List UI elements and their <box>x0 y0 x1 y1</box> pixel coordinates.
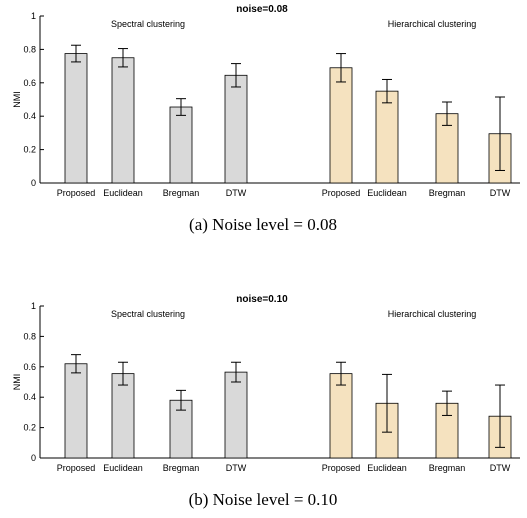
bar <box>329 373 353 459</box>
x-tick-label: Euclidean <box>367 188 407 198</box>
group-label: Spectral clustering <box>111 19 185 29</box>
x-tick-label: DTW <box>490 188 511 198</box>
y-tick-label: 0.2 <box>23 145 36 155</box>
y-axis-label: NMI <box>12 91 22 108</box>
y-tick-label: 1 <box>31 301 36 311</box>
x-tick-label: Bregman <box>429 463 466 473</box>
figure-caption: (a) Noise level = 0.08 <box>189 215 337 234</box>
x-tick-label: DTW <box>490 463 511 473</box>
x-tick-label: Bregman <box>163 188 200 198</box>
x-tick-label: Proposed <box>322 463 361 473</box>
x-tick-label: Euclidean <box>103 188 143 198</box>
bar <box>169 106 193 184</box>
bar <box>224 74 248 184</box>
bar <box>64 363 88 459</box>
x-tick-label: DTW <box>226 463 247 473</box>
x-tick-label: Proposed <box>57 463 96 473</box>
figure-caption: (b) Noise level = 0.10 <box>189 490 338 509</box>
chart-panel-a: noise=0.08 0 0.2 0.4 0.6 0.8 1 NMI Spectral clus… <box>12 4 520 234</box>
y-tick-label: 0.2 <box>23 423 36 433</box>
x-tick-label: DTW <box>226 188 247 198</box>
chart-title: noise=0.10 <box>236 294 288 305</box>
x-tick-label: Bregman <box>163 463 200 473</box>
y-tick-label: 0.8 <box>23 44 36 54</box>
y-tick-label: 0.4 <box>23 392 36 402</box>
y-axis-label: NMI <box>12 374 22 391</box>
x-tick-label: Bregman <box>429 188 466 198</box>
y-tick-label: 0.6 <box>23 362 36 372</box>
y-tick-label: 0.6 <box>23 78 36 88</box>
x-tick-label: Proposed <box>57 188 96 198</box>
x-tick-label: Proposed <box>322 188 361 198</box>
x-tick-label: Euclidean <box>367 463 407 473</box>
y-tick-label: 0 <box>31 453 36 463</box>
bar <box>329 67 353 184</box>
group-label: Spectral clustering <box>111 309 185 319</box>
bar <box>111 57 135 184</box>
bar <box>224 371 248 459</box>
bar <box>64 53 88 184</box>
y-tick-label: 0 <box>31 178 36 188</box>
chart-panel-b: noise=0.10 0 0.2 0.4 0.6 0.8 1 NMI Spectral clus… <box>12 294 520 509</box>
group-label: Hierarchical clustering <box>388 309 477 319</box>
y-tick-label: 0.4 <box>23 111 36 121</box>
bar <box>375 90 399 184</box>
x-tick-label: Euclidean <box>103 463 143 473</box>
y-tick-label: 0.8 <box>23 331 36 341</box>
group-label: Hierarchical clustering <box>388 19 477 29</box>
y-tick-label: 1 <box>31 11 36 21</box>
bar <box>111 373 135 459</box>
chart-title: noise=0.08 <box>236 4 288 15</box>
